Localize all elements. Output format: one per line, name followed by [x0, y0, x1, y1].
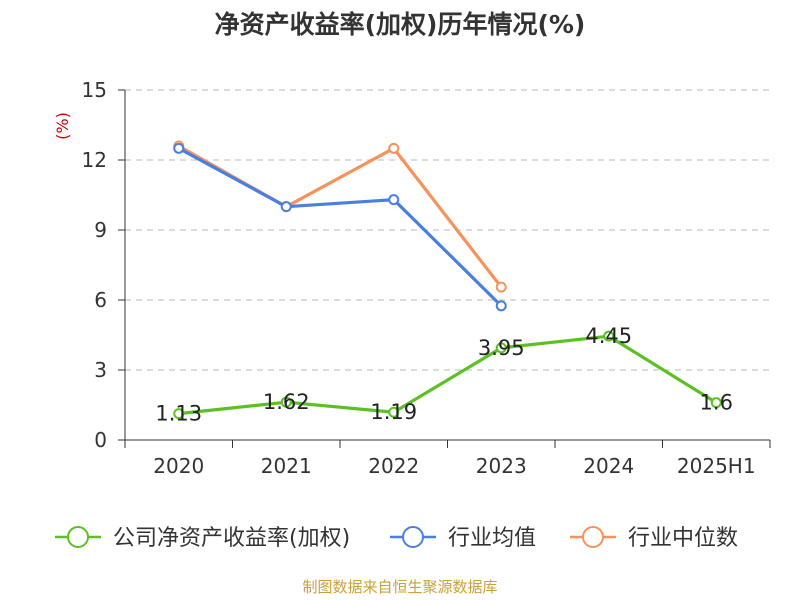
legend-marker [582, 526, 604, 548]
y-tick-label: 6 [94, 288, 107, 312]
x-tick-label: 2022 [368, 454, 419, 478]
legend-label: 公司净资产收益率(加权) [113, 526, 350, 551]
y-tick-label: 12 [82, 148, 107, 172]
data-point [603, 330, 615, 342]
data-label: 3.95 [478, 336, 525, 360]
y-tick-labels: 0 3 6 9 12 15 [82, 78, 107, 452]
y-tick-label: 9 [94, 218, 107, 242]
data-label: 1.62 [263, 390, 310, 414]
series-line [177, 146, 503, 307]
series-line [177, 144, 503, 289]
source-note: 制图数据来自恒生聚源数据库 [302, 578, 497, 596]
x-tick-label: 2023 [476, 454, 527, 478]
series-lines [173, 140, 722, 420]
data-point [280, 396, 292, 408]
data-label: 1.19 [370, 400, 417, 424]
data-point [280, 201, 292, 213]
axes [118, 89, 771, 448]
data-point [710, 397, 722, 409]
legend-marker [67, 526, 89, 548]
legend-label: 行业中位数 [628, 526, 738, 551]
data-point [173, 142, 185, 154]
data-label: 1.6 [700, 391, 733, 415]
legend-item: 行业均值 [390, 526, 536, 551]
y-tick-label: 0 [94, 428, 107, 452]
data-point [495, 342, 507, 354]
chart-title: 净资产收益率(加权)历年情况(%) [215, 10, 586, 39]
y-tick-label: 15 [82, 78, 107, 102]
series-line [178, 334, 718, 416]
data-point [173, 408, 185, 420]
data-label: 4.45 [585, 324, 632, 348]
x-tick-label: 2020 [153, 454, 204, 478]
grid-lines [125, 89, 770, 371]
legend-item: 行业中位数 [570, 526, 738, 551]
x-tick-labels: 2020 2021 2022 2023 2024 2025H1 [153, 454, 755, 478]
data-point [495, 300, 507, 312]
y-axis-unit-label: (%) [53, 112, 72, 140]
x-tick-label: 2025H1 [677, 454, 756, 478]
legend-marker [402, 526, 424, 548]
x-tick-label: 2024 [583, 454, 634, 478]
data-point [495, 281, 507, 293]
data-labels: 1.13 1.62 1.19 3.95 4.45 1.6 [155, 324, 733, 425]
legend-label: 行业均值 [448, 526, 536, 551]
data-point [388, 142, 400, 154]
data-point [388, 194, 400, 206]
data-point [388, 406, 400, 418]
y-tick-label: 3 [94, 358, 107, 382]
data-label: 1.13 [155, 402, 202, 426]
x-tick-label: 2021 [261, 454, 312, 478]
legend: 公司净资产收益率(加权) 行业均值 行业中位数 [55, 526, 738, 551]
legend-item: 公司净资产收益率(加权) [55, 526, 350, 551]
